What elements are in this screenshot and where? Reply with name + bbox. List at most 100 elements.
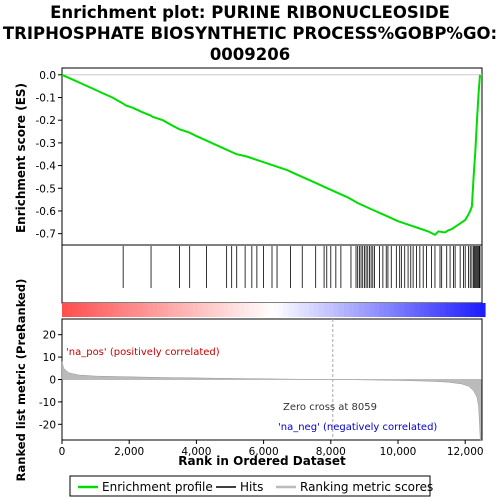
color-bar-segment (112, 303, 118, 317)
ranking-metric-area (61, 361, 482, 441)
color-bar-segment (172, 303, 179, 317)
color-bar-segment (283, 303, 290, 317)
color-bar-segment (238, 303, 244, 317)
color-bar-segment (359, 303, 365, 317)
rank-y-tick-label: 0 (49, 375, 56, 387)
color-bar-segment (92, 303, 98, 317)
color-bar-segment (122, 303, 128, 317)
x-tick-label: 10,000 (380, 446, 417, 458)
color-bar-segment (97, 303, 103, 317)
color-bar-segment (142, 303, 149, 317)
color-bar-segment (419, 303, 426, 317)
title-line-1: Enrichment plot: PURINE RIBONUCLEOSIDE (50, 3, 450, 22)
color-bar-segment (87, 303, 93, 317)
color-bar-segment (454, 303, 461, 317)
color-bar-segment (464, 303, 471, 317)
x-tick-label: 8,000 (316, 446, 346, 458)
x-tick-label: 4,000 (181, 446, 211, 458)
color-bar-segment (394, 303, 400, 317)
x-tick-label: 0 (59, 446, 66, 458)
es-y-tick-label: -0.4 (36, 161, 57, 173)
color-bar-segment (208, 303, 214, 317)
enrichment-profile-line (61, 73, 481, 237)
color-bar-segment (384, 303, 390, 317)
color-bar-segment (328, 303, 335, 317)
color-bar-segment (228, 303, 234, 317)
legend-label-enrichment: Enrichment profile (102, 480, 213, 494)
rank-color-bar (62, 303, 486, 317)
rank-y-tick-label: 10 (43, 352, 56, 364)
color-bar-segment (434, 303, 441, 317)
color-bar-segment (429, 303, 436, 317)
color-bar-segment (167, 303, 174, 317)
color-bar-segment (308, 303, 315, 317)
color-bar-segment (439, 303, 446, 317)
color-bar-segment (354, 303, 360, 317)
color-bar-segment (177, 303, 184, 317)
color-bar-segment (157, 303, 164, 317)
es-y-axis-title: Enrichment score (ES) (14, 83, 28, 233)
color-bar-segment (223, 303, 229, 317)
rank-y-axis: 20 10 0 -10 -20 (39, 330, 62, 431)
color-bar-segment (318, 303, 325, 317)
color-bar-segment (132, 303, 139, 317)
color-bar-segment (137, 303, 144, 317)
color-bar-segment (424, 303, 431, 317)
color-bar-segment (273, 303, 280, 317)
na-pos-label: 'na_pos' (positively correlated) (66, 347, 220, 358)
color-bar-segment (349, 303, 355, 317)
color-bar-segment (288, 303, 295, 317)
color-bar-segment (77, 303, 83, 317)
color-bar-segment (263, 303, 269, 317)
color-bar-segment (399, 303, 405, 317)
es-y-tick-label: -0.1 (36, 93, 57, 105)
es-y-axis: 0.0 -0.1 -0.2 -0.3 -0.4 -0.5 -0.6 -0.7 (36, 70, 62, 241)
title-line-2: TRIPHOSPHATE BIOSYNTHETIC PROCESS%GOBP%G… (3, 24, 497, 43)
color-bar-segment (293, 303, 300, 317)
color-bar-segment (323, 303, 330, 317)
es-y-tick-label: -0.7 (36, 229, 57, 241)
color-bar-segment (444, 303, 451, 317)
color-bar-segment (162, 303, 169, 317)
color-bar-segment (72, 303, 78, 317)
color-bar-segment (203, 303, 209, 317)
color-bar-segment (480, 303, 486, 317)
x-axis-title: Rank in Ordered Dataset (178, 454, 346, 468)
color-bar-segment (243, 303, 249, 317)
x-axis: 0 2,000 4,000 6,000 8,000 10,000 12,000 (59, 440, 484, 458)
color-bar-segment (233, 303, 239, 317)
color-bar-segment (62, 303, 68, 317)
color-bar-segment (258, 303, 264, 317)
color-bar-segment (253, 303, 259, 317)
color-bar-segment (152, 303, 159, 317)
rank-y-tick-label: -10 (39, 397, 56, 409)
color-bar-segment (102, 303, 108, 317)
color-bar-segment (379, 303, 385, 317)
es-y-tick-label: -0.6 (36, 206, 57, 218)
color-bar-segment (298, 303, 305, 317)
color-bar-segment (374, 303, 380, 317)
color-bar-segment (469, 303, 476, 317)
title-line-3: 0009206 (210, 45, 290, 64)
color-bar-segment (369, 303, 375, 317)
x-tick-label: 6,000 (249, 446, 279, 458)
color-bar-segment (278, 303, 285, 317)
legend-label-hits: Hits (240, 480, 263, 494)
color-bar-segment (459, 303, 466, 317)
rank-y-tick-label: -20 (39, 419, 56, 431)
color-bar-segment (313, 303, 320, 317)
es-y-tick-label: -0.3 (36, 138, 57, 150)
color-bar-segment (147, 303, 154, 317)
color-bar-segment (268, 303, 275, 317)
legend-box (69, 475, 431, 497)
color-bar-segment (187, 303, 194, 317)
color-bar-segment (117, 303, 123, 317)
color-bar-segment (127, 303, 134, 317)
color-bar-segment (82, 303, 88, 317)
es-y-tick-label: -0.5 (36, 183, 57, 195)
na-neg-label: 'na_neg' (negatively correlated) (278, 422, 437, 433)
zero-cross-label: Zero cross at 8059 (283, 402, 377, 413)
color-bar-segment (449, 303, 456, 317)
color-bar-segment (404, 303, 410, 317)
